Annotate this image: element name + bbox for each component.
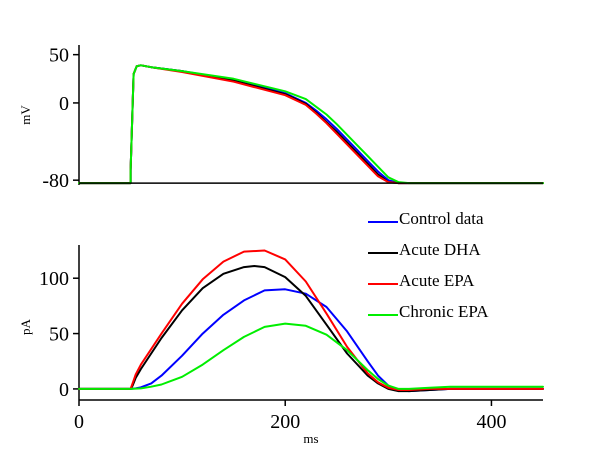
top-y-tick-label: 50 [49, 45, 69, 67]
bottom-x-tick-label: 200 [270, 411, 300, 433]
bottom-y-tick-label: 100 [39, 268, 69, 290]
legend: Control data Acute DHA Acute EPA Chronic EP… [368, 209, 489, 321]
membrane-potential-panel: 50 0 -80 mV [18, 45, 544, 192]
top-series-chronic-epa [78, 64, 544, 185]
bottom-x-tick-label: 0 [74, 411, 84, 433]
top-series-acute-epa [78, 64, 544, 185]
top-series-acute-dha [78, 64, 544, 185]
bottom-series-acute-epa [78, 249, 544, 391]
top-y-axis-label: mV [18, 105, 33, 125]
legend-label-chronic-epa: Chronic EPA [399, 302, 489, 321]
legend-label-acute-dha: Acute DHA [399, 240, 481, 259]
top-series-control-data [78, 64, 544, 185]
bottom-series-chronic-epa [78, 322, 544, 390]
bottom-x-tick-label: 400 [476, 411, 506, 433]
legend-label-control-data: Control data [399, 209, 484, 228]
bottom-x-axis-label: ms [303, 431, 318, 446]
top-y-tick-label: -80 [42, 170, 69, 192]
bottom-series-acute-dha [78, 265, 544, 393]
bottom-y-axis-label: pA [18, 318, 33, 335]
bottom-y-tick-label: 50 [49, 324, 69, 346]
top-y-tick-label: 0 [59, 93, 69, 115]
legend-label-acute-epa: Acute EPA [399, 271, 475, 290]
current-panel: 100 50 0 0 200 400 pA ms [18, 245, 544, 446]
bottom-y-tick-label: 0 [59, 379, 69, 401]
